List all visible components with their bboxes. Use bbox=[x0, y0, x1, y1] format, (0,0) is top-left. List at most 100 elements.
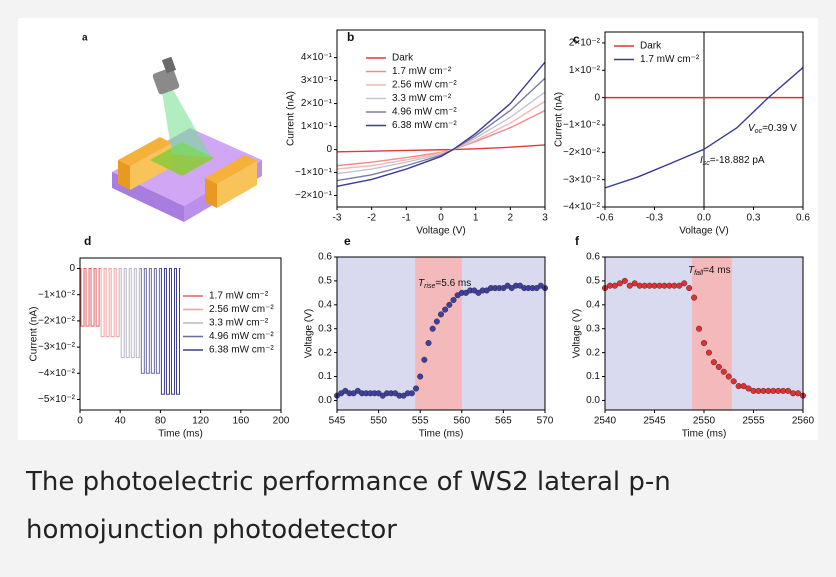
annotation-symbol: V bbox=[748, 123, 756, 134]
y-tick-label: 0.5 bbox=[586, 276, 600, 287]
y-tick-label: −1×10⁻² bbox=[563, 120, 601, 131]
data-point bbox=[696, 325, 703, 332]
legend-label: 6.38 mW cm⁻² bbox=[209, 345, 274, 356]
annotation-subscript: rise bbox=[424, 283, 435, 290]
x-tick-label: 570 bbox=[537, 416, 554, 427]
y-tick-label: −5×10⁻² bbox=[38, 394, 76, 405]
x-tick-label: -1 bbox=[402, 213, 411, 224]
y-tick-label: −2×10⁻² bbox=[38, 316, 76, 327]
y-tick-label: −1×10⁻¹ bbox=[295, 167, 333, 178]
data-point bbox=[425, 340, 432, 347]
x-tick-label: 3 bbox=[542, 213, 548, 224]
panel-label: d bbox=[84, 234, 91, 248]
y-tick-label: −3×10⁻² bbox=[563, 174, 601, 185]
annotation-symbol: I bbox=[700, 155, 703, 166]
annotation-subscript: fall bbox=[694, 270, 703, 277]
x-tick-label: 40 bbox=[115, 416, 127, 427]
x-tick-label: 2560 bbox=[792, 416, 815, 427]
figure: a b -3 -2 -1 0 1 2 3 4×10⁻¹ 3×10⁻¹ 2×10⁻¹ 1×10⁻¹ 0 −1… bbox=[18, 18, 818, 440]
y-tick-label: 0.6 bbox=[318, 252, 332, 263]
plot-frame bbox=[336, 256, 546, 411]
data-point bbox=[795, 390, 802, 397]
legend-label: 1.7 mW cm⁻² bbox=[640, 54, 700, 65]
data-point bbox=[446, 301, 453, 308]
series-line bbox=[336, 144, 546, 153]
y-tick-label: 1×10⁻² bbox=[569, 65, 601, 76]
x-axis-label: Voltage (V) bbox=[416, 226, 465, 237]
y-tick-label: 0.3 bbox=[318, 323, 332, 334]
data-point bbox=[725, 373, 732, 380]
panel-label: b bbox=[347, 30, 354, 44]
x-tick-label: -0.6 bbox=[596, 213, 614, 224]
legend-label: 1.7 mW cm⁻² bbox=[209, 291, 269, 302]
data-point bbox=[626, 282, 633, 289]
x-tick-label: 0.0 bbox=[697, 213, 711, 224]
data-point bbox=[686, 285, 693, 292]
x-tick-label: -0.3 bbox=[646, 213, 664, 224]
data-point bbox=[429, 325, 436, 332]
y-tick-label: 0.1 bbox=[318, 371, 332, 382]
data-point bbox=[421, 356, 428, 363]
y-tick-label: 0.4 bbox=[318, 299, 332, 310]
x-tick-label: 1 bbox=[473, 213, 479, 224]
series-line bbox=[140, 267, 161, 374]
x-tick-label: 0.6 bbox=[796, 213, 810, 224]
data-point bbox=[705, 349, 712, 356]
y-tick-label: 0.2 bbox=[586, 347, 600, 358]
y-tick-label: 3×10⁻¹ bbox=[301, 75, 333, 86]
legend-label: Dark bbox=[392, 53, 414, 64]
annotation-subscript: oc bbox=[755, 128, 763, 135]
data-point bbox=[433, 318, 440, 325]
data-point bbox=[715, 363, 722, 370]
x-tick-label: 565 bbox=[495, 416, 512, 427]
data-point bbox=[450, 297, 457, 304]
legend-label: 3.3 mW cm⁻² bbox=[392, 93, 452, 104]
y-tick-label: −2×10⁻² bbox=[563, 147, 601, 158]
annotation-subscript: sc bbox=[703, 160, 711, 167]
series-line bbox=[120, 267, 141, 359]
annotation-symbol: T bbox=[418, 278, 425, 289]
y-tick-label: 0.3 bbox=[586, 323, 600, 334]
legend-label: 4.96 mW cm⁻² bbox=[392, 107, 457, 118]
x-axis-label: Time (ms) bbox=[419, 429, 464, 440]
x-axis-label: Time (ms) bbox=[682, 429, 727, 440]
data-point bbox=[631, 280, 638, 287]
y-tick-label: −3×10⁻² bbox=[38, 342, 76, 353]
x-tick-label: 160 bbox=[232, 416, 249, 427]
y-tick-label: 2×10⁻² bbox=[569, 38, 601, 49]
data-point bbox=[621, 277, 628, 284]
series-line bbox=[336, 61, 546, 187]
x-tick-label: 2540 bbox=[594, 416, 617, 427]
data-point bbox=[681, 280, 688, 287]
y-tick-label: 0.4 bbox=[586, 299, 600, 310]
plot-frame bbox=[604, 256, 804, 411]
data-point bbox=[438, 311, 445, 318]
data-point bbox=[417, 373, 424, 380]
plot-frame bbox=[604, 31, 804, 208]
annotation-value: =0.39 V bbox=[762, 123, 797, 134]
annotation: Tfall=4 ms bbox=[688, 265, 731, 277]
x-tick-label: 2545 bbox=[643, 416, 666, 427]
x-axis-label: Voltage (V) bbox=[679, 226, 728, 237]
x-tick-label: 80 bbox=[155, 416, 167, 427]
y-tick-label: 2×10⁻¹ bbox=[301, 98, 333, 109]
series-line bbox=[604, 67, 804, 189]
x-tick-label: 555 bbox=[412, 416, 429, 427]
y-tick-label: 0.5 bbox=[318, 276, 332, 287]
data-point bbox=[701, 340, 708, 347]
legend-label: 6.38 mW cm⁻² bbox=[392, 120, 457, 131]
x-tick-label: -2 bbox=[367, 213, 376, 224]
data-point bbox=[413, 385, 420, 392]
panel-label: e bbox=[344, 234, 351, 248]
highlight-band bbox=[692, 257, 732, 410]
data-point bbox=[691, 294, 698, 301]
x-tick-label: 2 bbox=[508, 213, 514, 224]
panel-label: a bbox=[82, 33, 88, 44]
y-axis-label: Current (nA) bbox=[554, 92, 565, 147]
annotation-value: =-18.882 pA bbox=[710, 155, 765, 166]
x-tick-label: 0.3 bbox=[747, 213, 761, 224]
y-tick-label: −2×10⁻¹ bbox=[295, 190, 333, 201]
data-point bbox=[710, 359, 717, 366]
annotation: Isc=-18.882 pA bbox=[700, 155, 765, 167]
